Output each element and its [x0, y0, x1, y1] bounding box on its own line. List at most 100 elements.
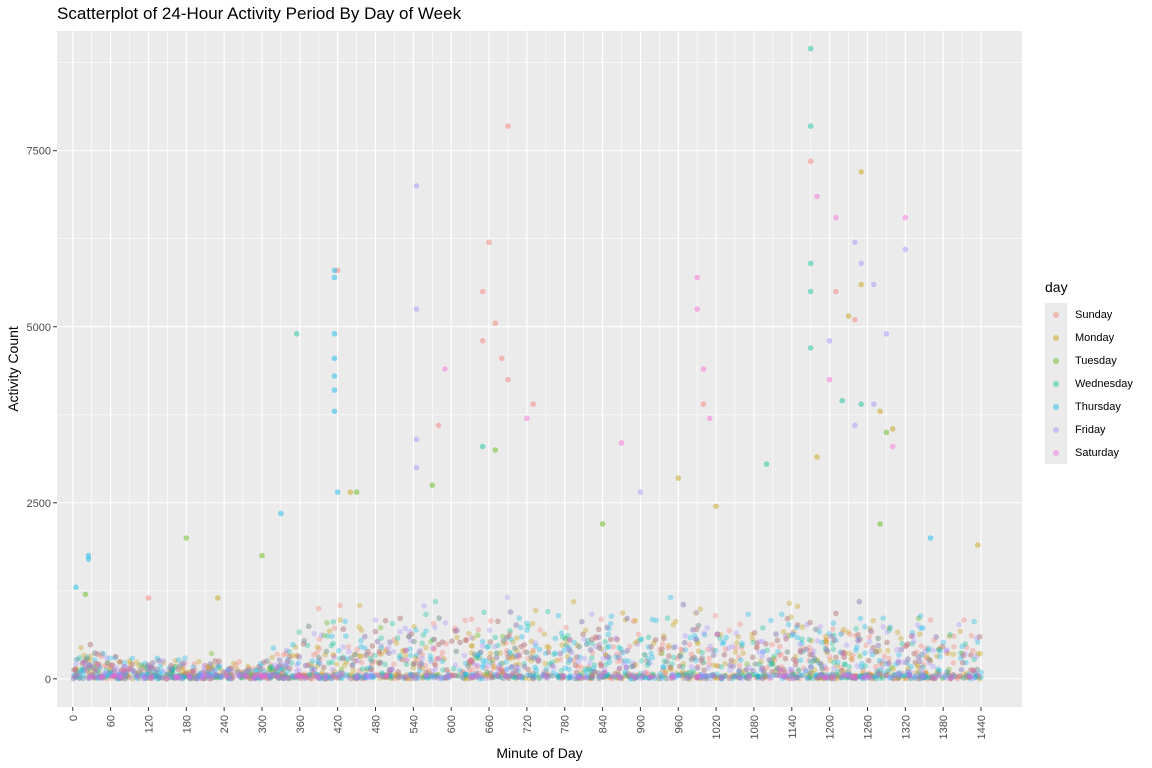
data-point [894, 671, 901, 678]
data-point [543, 673, 550, 679]
data-point [615, 672, 622, 678]
data-point [371, 672, 378, 679]
data-point [518, 643, 524, 650]
data-point [524, 649, 530, 656]
data-point [874, 671, 881, 677]
data-point [959, 650, 966, 657]
data-point [694, 674, 700, 680]
data-point [413, 652, 420, 659]
data-point [430, 675, 436, 681]
data-point [209, 666, 215, 672]
data-point [857, 615, 864, 622]
data-point [908, 675, 915, 681]
data-point [693, 636, 699, 642]
data-point [131, 668, 138, 675]
data-point [251, 672, 258, 679]
data-point [714, 631, 721, 637]
data-point [124, 673, 131, 679]
data-point [259, 674, 266, 681]
data-point [117, 673, 123, 680]
data-point [838, 667, 845, 674]
data-point [302, 662, 309, 669]
data-point [557, 650, 564, 657]
data-point [74, 656, 80, 663]
data-point [701, 667, 707, 673]
data-point [886, 655, 892, 662]
data-point [918, 674, 924, 680]
data-point [88, 672, 95, 678]
data-point [443, 674, 450, 681]
data-point [148, 675, 154, 681]
data-point [270, 668, 277, 674]
data-point [530, 670, 536, 676]
data-point [573, 675, 579, 682]
data-point [552, 650, 559, 656]
data-point [333, 671, 340, 678]
data-point [202, 662, 208, 669]
data-point [623, 664, 630, 671]
data-point [916, 675, 922, 681]
data-point [355, 674, 362, 680]
data-point [903, 643, 909, 649]
data-point [163, 671, 170, 678]
data-point [279, 675, 286, 681]
data-point [807, 658, 814, 665]
data-point [223, 670, 230, 676]
legend-key [1045, 395, 1067, 418]
data-point [886, 625, 892, 632]
data-point [108, 662, 114, 669]
data-point [304, 674, 311, 680]
data-point [909, 674, 916, 680]
data-point [324, 674, 330, 680]
data-point [643, 669, 649, 676]
data-point [661, 664, 667, 670]
data-point [355, 674, 362, 680]
data-point [698, 674, 704, 681]
data-point [684, 672, 690, 678]
data-point [744, 661, 750, 667]
data-point [419, 665, 426, 671]
data-point [616, 644, 622, 651]
data-point [503, 673, 509, 680]
data-point [163, 673, 169, 679]
data-point [166, 665, 173, 671]
data-point [167, 674, 174, 681]
data-point [433, 656, 440, 663]
data-point [666, 642, 672, 649]
data-point [676, 663, 683, 670]
data-point [423, 628, 429, 634]
data-point [313, 673, 320, 680]
data-point [528, 654, 535, 660]
data-point [225, 666, 232, 673]
data-point [769, 669, 775, 675]
data-point [358, 675, 364, 681]
data-point [386, 645, 392, 651]
data-point [359, 666, 366, 672]
data-point [881, 670, 887, 676]
data-point [348, 675, 354, 682]
x-tick-label: 600 [446, 715, 458, 733]
data-point [194, 673, 201, 680]
data-point [736, 673, 742, 679]
data-point [117, 673, 123, 680]
data-point [149, 674, 155, 680]
data-point [737, 675, 743, 681]
data-point [252, 674, 259, 680]
legend-label: Saturday [1075, 446, 1120, 459]
data-point [762, 674, 769, 680]
data-point [975, 639, 981, 645]
data-point [114, 675, 120, 682]
data-point [94, 651, 101, 657]
data-point [831, 665, 837, 672]
data-point [201, 662, 208, 669]
data-point [210, 671, 216, 678]
data-point [744, 674, 750, 680]
data-point [959, 660, 966, 666]
data-point [618, 675, 624, 682]
data-point [92, 668, 99, 675]
data-point [415, 672, 421, 678]
data-point [604, 644, 610, 650]
data-point [575, 674, 582, 681]
data-point [876, 657, 883, 664]
data-point [420, 674, 427, 681]
